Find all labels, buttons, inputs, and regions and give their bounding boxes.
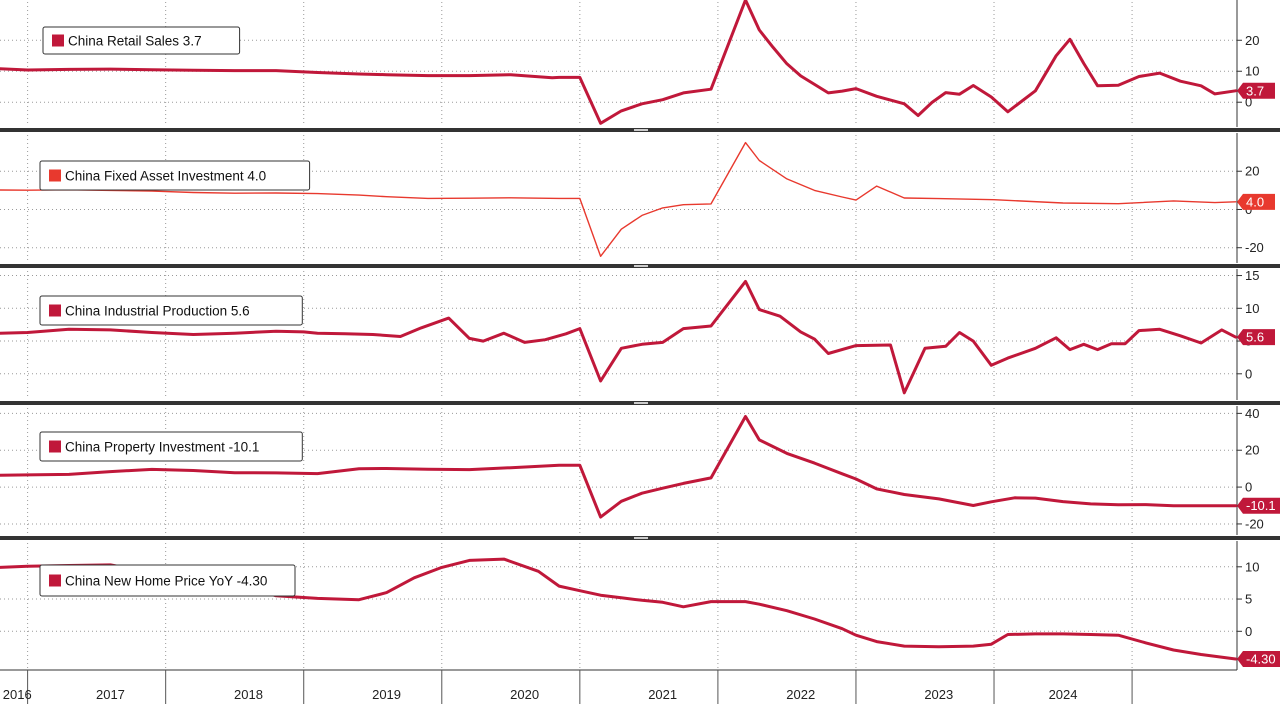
y-tick-label: 20	[1245, 33, 1259, 48]
panel-4: 40 20 0 -20 -10.1 China Property Investment -…	[0, 406, 1280, 535]
legend-swatch	[49, 440, 61, 453]
y-tick-label: 10	[1245, 64, 1259, 79]
legend-label: China New Home Price YoY -4.30	[65, 574, 267, 589]
y-tick-label: 15	[1245, 268, 1259, 283]
legend-label: China Industrial Production 5.6	[65, 304, 250, 319]
y-tick-label: 0	[1245, 95, 1252, 110]
x-tick-label: 2016	[3, 687, 32, 702]
legend-label: China Property Investment -10.1	[65, 440, 259, 455]
y-tick-label: 0	[1245, 624, 1252, 639]
last-value-label: -4.30	[1237, 651, 1280, 668]
legend-box	[39, 564, 296, 597]
series-line	[0, 279, 1238, 395]
legend-1: China Retail Sales 3.7	[42, 26, 241, 55]
panel-resize-handle	[634, 265, 648, 267]
last-value-text: 4.0	[1246, 194, 1264, 209]
panel-1: 20 10 03.7 China Retail Sales 3.7	[0, 0, 1275, 127]
panel-resize-handle	[634, 402, 648, 404]
last-value-label: 4.0	[1237, 193, 1275, 210]
y-tick-label: -20	[1245, 516, 1264, 531]
legend-label: China Retail Sales 3.7	[68, 34, 202, 49]
y-tick-label: 0	[1245, 480, 1252, 495]
legend-5: China New Home Price YoY -4.30	[39, 564, 296, 597]
last-value-label: -10.1	[1237, 497, 1280, 514]
last-value-badge	[1237, 651, 1280, 668]
legend-box	[39, 295, 303, 326]
last-value-badge	[1237, 193, 1275, 210]
panel-resize-handle	[634, 129, 648, 131]
legend-swatch	[49, 574, 61, 587]
legend-2: China Fixed Asset Investment 4.0	[39, 160, 311, 191]
y-tick-label: -20	[1245, 240, 1264, 255]
x-tick-label: 2019	[372, 687, 401, 702]
last-value-text: -4.30	[1246, 652, 1276, 667]
last-value-text: 5.6	[1246, 330, 1264, 345]
x-tick-label: 2021	[648, 687, 677, 702]
legend-label: China Fixed Asset Investment 4.0	[65, 169, 266, 184]
legend-swatch	[52, 34, 64, 47]
last-value-text: -10.1	[1246, 498, 1276, 513]
last-value-badge	[1237, 329, 1275, 346]
y-tick-label: 20	[1245, 443, 1259, 458]
panel-resize-handle	[634, 537, 648, 539]
x-tick-label: 2023	[924, 687, 953, 702]
legend-swatch	[49, 304, 61, 317]
last-value-badge	[1237, 82, 1275, 99]
series-line	[0, 141, 1237, 257]
x-tick-label: 2018	[234, 687, 263, 702]
y-tick-label: 40	[1245, 406, 1259, 421]
series-line	[0, 415, 1238, 519]
legend-box	[39, 431, 303, 462]
last-value-label: 5.6	[1237, 329, 1275, 346]
x-tick-label: 2017	[96, 687, 125, 702]
panel-5: 10 5 0 -4.30 China New Home Price YoY -4.30	[0, 541, 1280, 670]
y-tick-label: 10	[1245, 301, 1259, 316]
y-tick-label: 10	[1245, 559, 1259, 574]
legend-3: China Industrial Production 5.6	[39, 295, 303, 326]
x-tick-label: 2024	[1049, 687, 1078, 702]
last-value-badge	[1237, 497, 1280, 514]
x-tick-label: 2020	[510, 687, 539, 702]
series-line	[0, 0, 1238, 125]
legend-4: China Property Investment -10.1	[39, 431, 303, 462]
y-tick-label: 0	[1245, 366, 1252, 381]
y-tick-label: 20	[1245, 164, 1259, 179]
legend-box	[42, 26, 241, 55]
x-tick-label: 2022	[786, 687, 815, 702]
legend-swatch	[49, 169, 61, 182]
last-value-text: 3.7	[1246, 83, 1264, 98]
y-tick-label: 5	[1245, 592, 1252, 607]
last-value-label: 3.7	[1237, 82, 1275, 99]
x-axis: 2016 2017 2018 2019 2020 2021 2022 2023 2024	[0, 669, 1237, 704]
legend-box	[39, 160, 311, 191]
